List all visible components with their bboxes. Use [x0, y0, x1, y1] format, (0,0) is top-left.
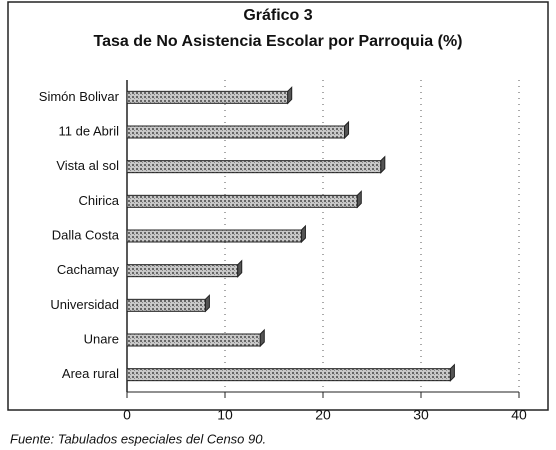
y-tick-label: Universidad [50, 297, 119, 312]
x-tick-label: 30 [413, 407, 429, 423]
bar-side [204, 294, 210, 313]
bar-side [237, 259, 243, 278]
bar-group [126, 224, 306, 244]
chart-subtitle: Tasa de No Asistencia Escolar por Parroq… [94, 33, 463, 50]
bar-side [300, 224, 306, 244]
bar-group [126, 363, 455, 382]
bar-side [259, 328, 265, 348]
bar [126, 90, 289, 104]
x-tick-label: 0 [123, 407, 131, 423]
bar-group [126, 120, 350, 140]
x-tick-label: 20 [315, 407, 331, 423]
bar [126, 333, 261, 347]
chart-frame [7, 1, 549, 411]
y-tick-label: Chirica [79, 193, 120, 208]
y-tick-label: Simón Bolivar [39, 89, 120, 104]
bar [126, 160, 382, 174]
bar-group [126, 294, 210, 313]
source-note: Fuente: Tabulados especiales del Censo 9… [10, 431, 266, 446]
bar [126, 125, 346, 139]
y-tick-label: Dalla Costa [52, 227, 120, 242]
bar [126, 368, 451, 382]
bar [126, 194, 358, 208]
bar-group [126, 86, 293, 105]
bar-group [126, 190, 362, 209]
y-tick-label: Area rural [62, 366, 119, 381]
y-tick-label: Unare [84, 331, 119, 346]
x-tick-label: 10 [217, 407, 233, 423]
chart-title: Gráfico 3 [243, 7, 312, 24]
bar-side [380, 155, 386, 174]
bar-group [126, 259, 243, 278]
bar-side [344, 120, 350, 140]
y-tick-label: Cachamay [57, 262, 120, 277]
bar [126, 298, 206, 312]
bar-group [126, 328, 265, 348]
bar-side [449, 363, 455, 382]
bar-group [126, 155, 386, 174]
bar [126, 229, 302, 243]
bar [126, 264, 239, 278]
y-tick-label: Vista al sol [56, 158, 119, 173]
bar-side [356, 190, 362, 209]
x-tick-label: 40 [511, 407, 527, 423]
bar-side [287, 86, 293, 105]
y-tick-label: 11 de Abril [59, 123, 120, 138]
